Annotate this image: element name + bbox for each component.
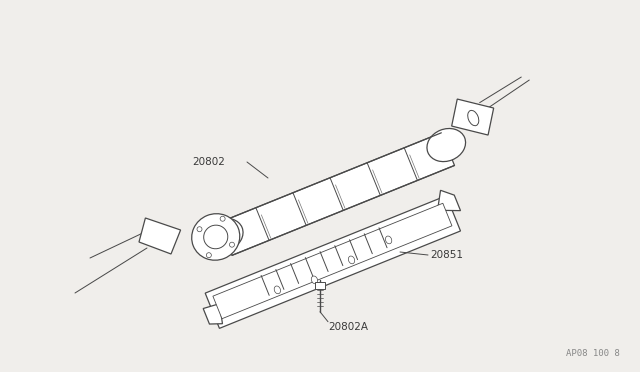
Polygon shape bbox=[203, 304, 223, 324]
Polygon shape bbox=[213, 203, 452, 319]
Ellipse shape bbox=[274, 286, 280, 294]
Polygon shape bbox=[315, 282, 325, 289]
Ellipse shape bbox=[197, 227, 202, 232]
Text: 20802: 20802 bbox=[192, 157, 225, 167]
Polygon shape bbox=[438, 190, 461, 211]
Ellipse shape bbox=[204, 218, 243, 251]
Polygon shape bbox=[139, 218, 180, 254]
Ellipse shape bbox=[192, 214, 240, 260]
Text: 20851: 20851 bbox=[430, 250, 463, 260]
Polygon shape bbox=[219, 133, 454, 255]
Ellipse shape bbox=[220, 216, 225, 221]
Ellipse shape bbox=[427, 128, 465, 161]
Ellipse shape bbox=[206, 253, 211, 258]
Ellipse shape bbox=[348, 256, 355, 264]
Polygon shape bbox=[452, 99, 493, 135]
Text: AP08 100 8: AP08 100 8 bbox=[566, 349, 620, 358]
Ellipse shape bbox=[385, 236, 392, 244]
Ellipse shape bbox=[230, 242, 234, 247]
Ellipse shape bbox=[468, 110, 479, 126]
Ellipse shape bbox=[204, 225, 228, 249]
Polygon shape bbox=[205, 196, 461, 328]
Text: 20802A: 20802A bbox=[328, 322, 368, 332]
Ellipse shape bbox=[311, 276, 317, 284]
